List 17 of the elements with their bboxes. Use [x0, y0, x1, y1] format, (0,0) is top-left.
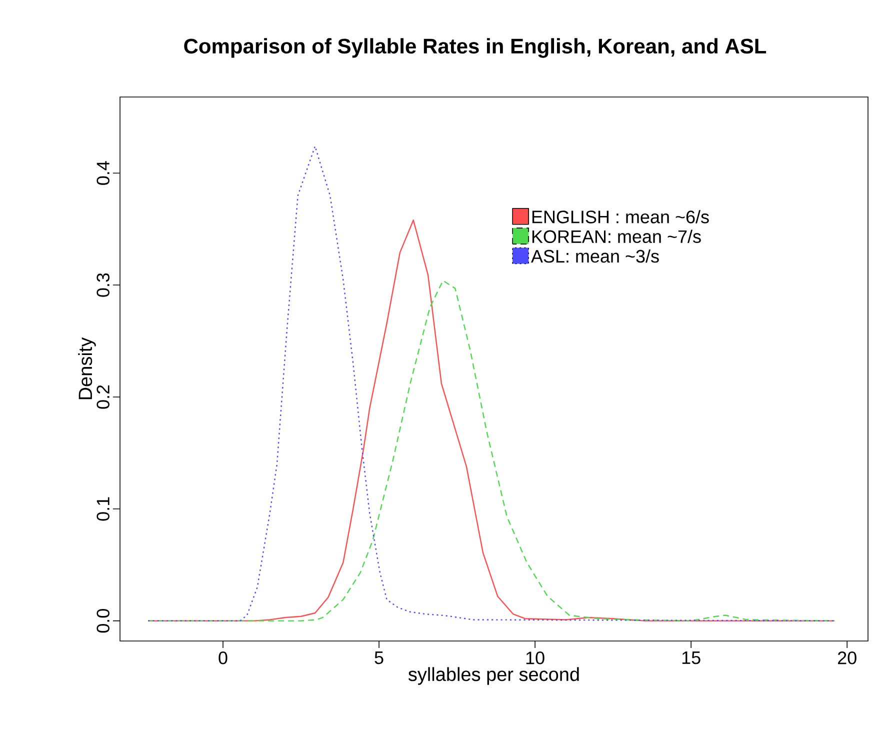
y-tick-label: 0.2 [96, 385, 110, 409]
y-tick-label: 0.1 [96, 497, 110, 521]
x-tick-label: 0 [218, 652, 228, 664]
legend-label: ENGLISH : mean ~6/s [532, 210, 709, 224]
x-tick-label: 20 [838, 652, 856, 664]
x-axis-title: syllables per second [408, 667, 579, 685]
x-tick-label: 15 [682, 652, 700, 664]
y-tick-label: 0.4 [96, 161, 110, 185]
line-series [147, 146, 836, 622]
legend-label: ASL: mean ~3/s [531, 249, 659, 263]
legend-label: KOREAN: mean ~7/s [532, 230, 701, 243]
chart-title: Comparison of Syllable Rates in English, Korean, and ASL [184, 38, 766, 58]
y-tick-label: 0.0 [96, 609, 110, 633]
x-tick-label: 5 [374, 652, 384, 664]
x-tick-label: 10 [526, 652, 544, 664]
y-tick-label: 0.3 [96, 273, 110, 297]
y-axis-title: Density [78, 337, 96, 400]
